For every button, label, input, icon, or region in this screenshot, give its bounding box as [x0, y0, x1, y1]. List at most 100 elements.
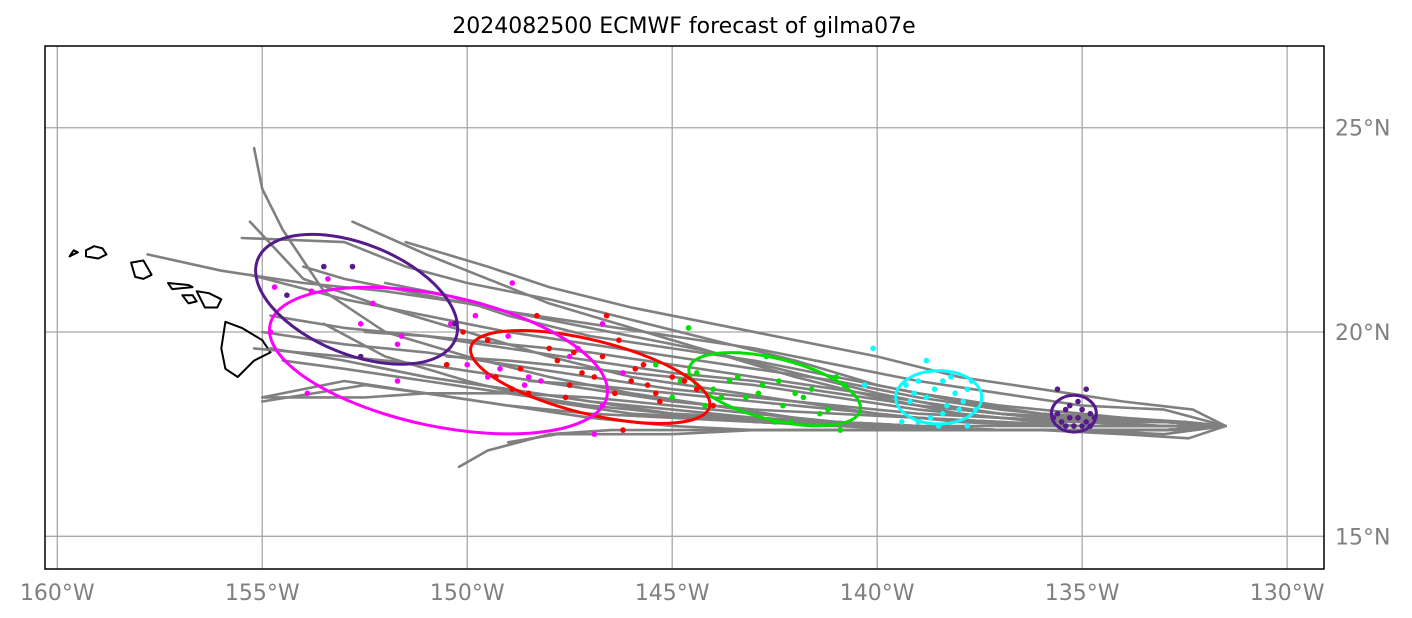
forecast-position-point: [710, 386, 716, 393]
forecast-position-point: [677, 378, 684, 384]
forecast-position-point: [952, 390, 958, 397]
forecast-position-point: [964, 386, 971, 393]
island-outline: [68, 249, 79, 258]
forecast-position-point: [349, 263, 356, 270]
forecast-position-point: [472, 312, 479, 319]
forecast-position-point: [694, 370, 700, 376]
forecast-position-point: [284, 292, 290, 299]
forecast-position-point: [460, 329, 466, 335]
forecast-position-point: [1087, 423, 1094, 429]
forecast-position-point: [517, 366, 524, 372]
forecast-position-point: [1087, 410, 1094, 417]
island-outline: [85, 245, 108, 260]
forecast-position-point: [562, 394, 569, 401]
forecast-position-point: [956, 406, 962, 413]
x-axis-ticks: 160°W 155°W 150°W 145°W 140°W 135°W 130°W: [20, 581, 1325, 606]
forecast-position-point: [603, 312, 610, 319]
forecast-position-point: [862, 382, 868, 388]
forecast-position-point: [620, 427, 626, 433]
forecast-position-point: [1058, 419, 1065, 425]
forecast-position-point: [911, 390, 917, 397]
forecast-position-point: [694, 386, 700, 393]
forecast-position-point: [1050, 415, 1057, 421]
forecast-position-point: [616, 337, 622, 344]
forecast-position-point: [931, 386, 938, 393]
forecast-position-point: [759, 382, 766, 388]
forecast-position-point: [554, 357, 561, 364]
forecast-position-point: [448, 321, 454, 327]
forecast-position-point: [538, 378, 544, 384]
y-tick-label: 25°N: [1335, 117, 1390, 142]
forecast-position-point: [566, 353, 573, 360]
ensemble-track: [301, 265, 1227, 428]
forecast-position-point: [915, 419, 921, 425]
forecast-position-point: [817, 410, 823, 417]
forecast-position-point: [599, 402, 606, 409]
forecast-position-point: [1054, 410, 1061, 417]
forecast-position-point: [972, 406, 979, 413]
forecast-position-point: [620, 370, 626, 376]
x-tick-label: 130°W: [1250, 581, 1325, 606]
forecast-position-point: [710, 402, 716, 409]
forecast-position-point: [788, 419, 794, 425]
forecast-position-point: [304, 390, 311, 397]
forecast-position-point: [612, 390, 618, 397]
island-outline: [130, 259, 153, 280]
forecast-position-point: [591, 374, 598, 380]
forecast-position-point: [505, 333, 512, 339]
forecast-position-point: [808, 386, 815, 393]
forecast-position-point: [1071, 423, 1077, 429]
forecast-position-point: [497, 366, 503, 372]
forecast-position-point: [940, 410, 946, 417]
forecast-position-point: [599, 321, 606, 327]
forecast-position-point: [509, 386, 516, 393]
forecast-position-point: [443, 361, 450, 368]
x-tick-label: 150°W: [430, 581, 505, 606]
forecast-position-point: [763, 353, 770, 360]
forecast-position-point: [1083, 386, 1089, 393]
forecast-position-point: [669, 374, 675, 380]
forecast-position-point: [726, 378, 733, 384]
forecast-position-point: [657, 398, 663, 405]
forecast-position-point: [370, 300, 376, 307]
x-tick-label: 140°W: [840, 581, 915, 606]
forecast-position-point: [653, 361, 659, 368]
forecast-position-point: [944, 402, 950, 409]
map-title: 2024082500 ECMWF forecast of gilma07e: [452, 14, 915, 39]
forecast-position-point: [923, 394, 930, 401]
forecast-position-point: [575, 345, 581, 352]
forecast-positions: [267, 263, 1098, 438]
coastlines: [68, 245, 272, 378]
forecast-position-point: [644, 382, 651, 388]
forecast-position-point: [1091, 415, 1098, 421]
island-outline: [181, 294, 198, 305]
forecast-position-point: [525, 374, 532, 380]
island-outline: [220, 320, 272, 378]
forecast-position-point: [800, 394, 807, 401]
forecast-position-point: [1054, 386, 1061, 393]
forecast-position-point: [1083, 419, 1089, 425]
forecast-position-point: [780, 402, 786, 409]
forecast-position-point: [669, 394, 675, 401]
forecast-position-point: [792, 390, 798, 397]
forecast-position-point: [591, 431, 598, 438]
forecast-position-point: [718, 394, 725, 401]
forecast-position-point: [1067, 402, 1073, 409]
forecast-position-point: [870, 345, 876, 352]
forecast-position-point: [509, 280, 516, 286]
forecast-position-point: [948, 374, 954, 380]
forecast-position-point: [685, 325, 692, 331]
forecast-position-point: [907, 398, 913, 405]
forecast-position-point: [837, 427, 844, 433]
forecast-position-point: [776, 378, 782, 384]
forecast-position-point: [1062, 406, 1069, 413]
uncertainty-ellipse: [687, 351, 863, 428]
forecast-position-point: [915, 378, 921, 384]
forecast-position-point: [267, 329, 274, 335]
y-axis-ticks: 15°N 20°N 25°N: [1335, 117, 1390, 551]
uncertainty-ellipse: [469, 329, 712, 425]
forecast-position-point: [394, 378, 401, 384]
forecast-position-point: [833, 374, 839, 380]
ensemble-track: [322, 322, 1227, 440]
island-outline: [195, 290, 223, 309]
